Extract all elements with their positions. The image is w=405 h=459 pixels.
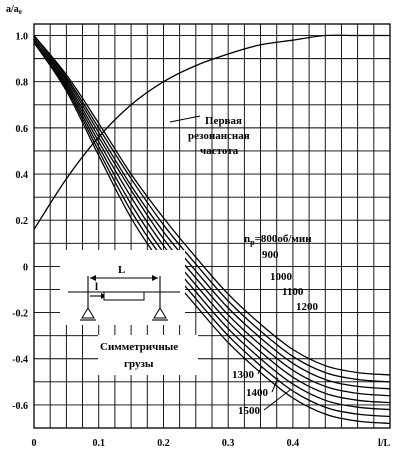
y-tick-label: 0.4 bbox=[16, 170, 29, 181]
speed-label-1300: 1300 bbox=[232, 369, 255, 381]
series-line-resonance bbox=[33, 34, 390, 230]
resonance-leader-line bbox=[169, 115, 201, 123]
x-tick-label: 0.4 bbox=[287, 438, 300, 449]
speed-leader-line bbox=[263, 389, 291, 411]
tick-labels: 1.0 0.8 0.6 0.4 0.2 0 -0.2 -0.4 -0.6 0 0.1 0.2 0.3 0.… bbox=[12, 32, 299, 449]
series-lines bbox=[33, 34, 391, 425]
resonance-label-line3: частота bbox=[200, 145, 239, 157]
speed-subscript: р bbox=[250, 238, 255, 247]
speed-label-900: 900 bbox=[262, 249, 279, 261]
inset-L-label: L bbox=[118, 264, 125, 276]
y-tick-label: 0.8 bbox=[16, 78, 29, 89]
series-line-1100 bbox=[33, 37, 391, 397]
beam-inset-diagram: L l bbox=[60, 250, 185, 325]
x-axis-title: l/L bbox=[378, 438, 391, 449]
inset-l-label: l bbox=[95, 281, 98, 293]
resonance-label-line2: резонансная bbox=[188, 130, 250, 142]
series-line-1500 bbox=[33, 42, 391, 425]
series-labels: 900 1000 1100 1200 1300 1400 1500 bbox=[232, 249, 319, 417]
x-tick-label: 0.3 bbox=[222, 438, 235, 449]
y-tick-label: 0.6 bbox=[16, 124, 29, 135]
x-tick-label: 0.1 bbox=[92, 438, 105, 449]
series-line-900 bbox=[33, 35, 391, 383]
x-tick-label: 0.2 bbox=[157, 438, 170, 449]
speed-leader-line bbox=[271, 377, 279, 393]
y-tick-label: 0 bbox=[23, 262, 28, 273]
series-line-1300 bbox=[33, 39, 391, 411]
speed-label-1200: 1200 bbox=[296, 301, 319, 313]
series-line-800 bbox=[33, 35, 391, 376]
y-tick-label: -0.4 bbox=[12, 355, 28, 366]
x-tick-label: 0 bbox=[32, 438, 37, 449]
resonance-label-line1: Первая bbox=[205, 115, 242, 127]
y-tick-label: 0.2 bbox=[16, 216, 29, 227]
series-line-1200 bbox=[33, 39, 391, 404]
symmetric-label-line1: Симметричные bbox=[100, 341, 178, 353]
grid-lines bbox=[33, 23, 391, 429]
speed-label-1100: 1100 bbox=[282, 286, 304, 298]
y-axis-title: a/a₀ bbox=[6, 4, 22, 15]
symmetric-label-line2: грузы bbox=[124, 358, 154, 370]
speed-label-1400: 1400 bbox=[246, 387, 269, 399]
speed-label-800: nр=800об/мин bbox=[244, 233, 312, 247]
y-tick-label: -0.2 bbox=[12, 309, 28, 320]
speed-leader-line bbox=[257, 365, 263, 375]
y-tick-label: 1.0 bbox=[16, 32, 29, 43]
speed-first-rest: =800об/мин bbox=[255, 233, 313, 245]
series-line-1000 bbox=[33, 37, 391, 390]
speed-label-1000: 1000 bbox=[270, 271, 293, 283]
y-tick-label: -0.6 bbox=[12, 401, 28, 412]
speed-label-1500: 1500 bbox=[238, 405, 261, 417]
